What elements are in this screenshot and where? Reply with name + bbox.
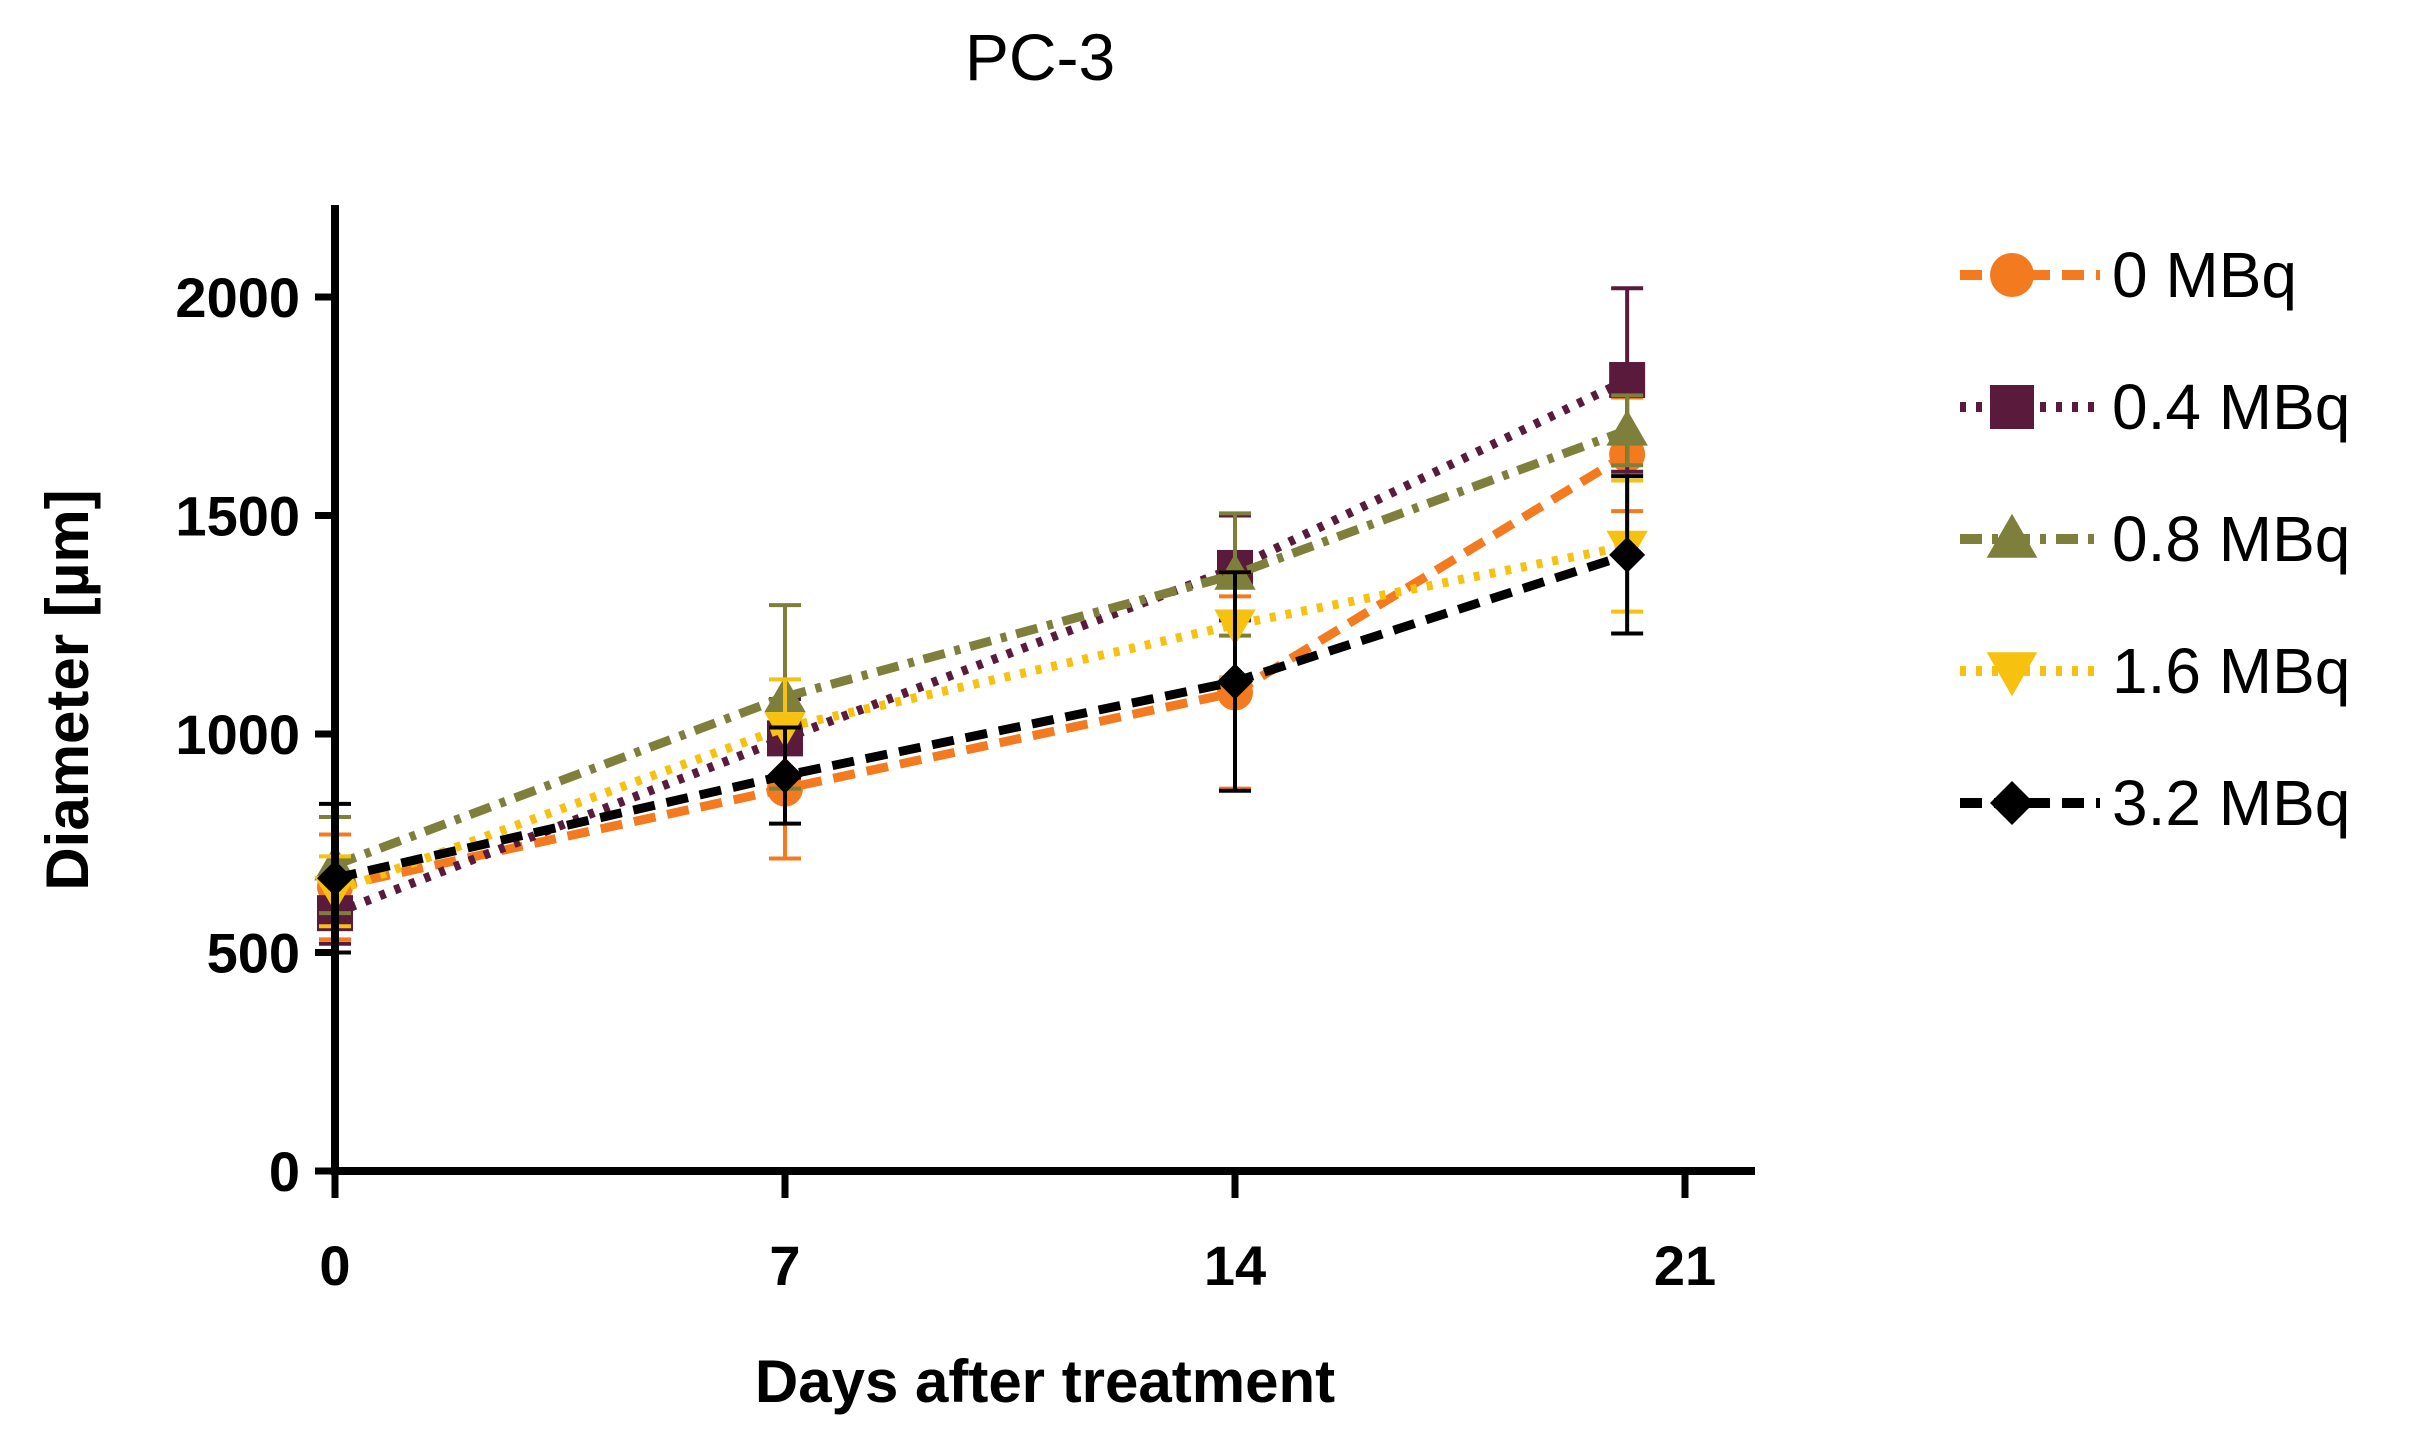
y-ticks: 0 500 1000 1500 2000 [175, 266, 335, 1203]
x-ticks: 0 7 14 21 [319, 1171, 1716, 1297]
x-tick-label: 0 [319, 1234, 350, 1297]
legend-item: 0 MBq [1960, 239, 2297, 311]
x-tick-label: 21 [1654, 1234, 1716, 1297]
y-tick-label: 2000 [175, 266, 300, 329]
series-line [333, 541, 1629, 896]
chart-title: PC-3 [965, 20, 1115, 94]
y-tick-label: 1500 [175, 485, 300, 548]
legend-label: 0.8 MBq [2112, 503, 2350, 575]
series-4 [317, 474, 1646, 955]
data-point [1606, 409, 1648, 446]
legend-marker [1990, 385, 2034, 429]
legend-label: 0 MBq [2112, 239, 2297, 311]
y-tick-label: 0 [269, 1140, 300, 1203]
legend-marker [1986, 513, 2038, 558]
x-tick-label: 7 [769, 1234, 800, 1297]
data-point [1217, 663, 1253, 700]
data-point [1609, 536, 1646, 573]
x-tick-label: 14 [1204, 1234, 1266, 1297]
data-point [1609, 362, 1646, 399]
legend: 0 MBq 0.4 MBq 0.8 MBq 1.6 MBq 3.2 MBq [1960, 239, 2350, 839]
data-point [767, 757, 803, 794]
x-axis-label: Days after treatment [755, 1348, 1335, 1415]
y-tick-label: 500 [207, 922, 300, 985]
plot-area [314, 286, 1648, 955]
legend-label: 3.2 MBq [2112, 767, 2350, 839]
series-line [333, 426, 1629, 870]
legend-marker [1990, 253, 2034, 297]
legend-marker [1986, 652, 2038, 697]
series-line [333, 375, 1630, 918]
legend-label: 1.6 MBq [2112, 635, 2350, 707]
legend-label: 0.4 MBq [2112, 371, 2350, 443]
legend-item: 0.4 MBq [1960, 371, 2350, 443]
y-axis-label: Diameter [µm] [34, 489, 101, 890]
legend-item: 3.2 MBq [1960, 767, 2350, 839]
legend-item: 0.8 MBq [1960, 503, 2350, 575]
y-tick-label: 1000 [175, 703, 300, 766]
series-line [333, 550, 1629, 883]
series-line [334, 450, 1630, 892]
legend-item: 1.6 MBq [1960, 635, 2350, 707]
legend-marker [1990, 781, 2034, 825]
series-3 [314, 478, 1648, 929]
